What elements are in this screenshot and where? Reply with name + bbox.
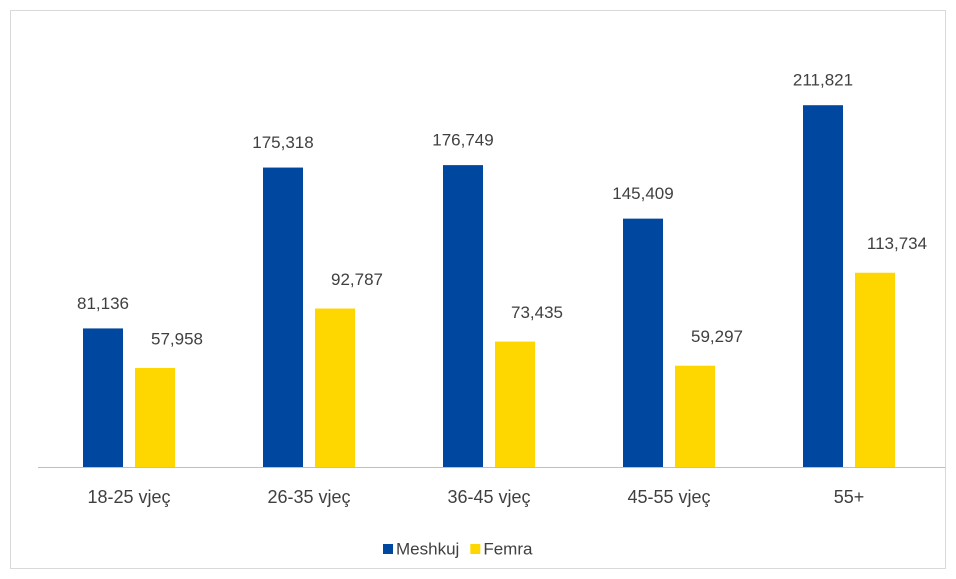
bar <box>855 272 895 467</box>
x-tick-label: 26-35 vjeç <box>267 487 350 507</box>
data-label: 145,409 <box>612 184 673 203</box>
x-tick-label: 36-45 vjeç <box>447 487 530 507</box>
bar <box>315 308 355 467</box>
bar <box>263 167 303 467</box>
x-tick-label: 45-55 vjeç <box>627 487 710 507</box>
data-label: 176,749 <box>432 131 493 150</box>
data-label: 57,958 <box>151 329 203 348</box>
legend-swatch <box>470 544 481 554</box>
bar <box>803 105 843 468</box>
data-label: 81,136 <box>77 294 129 313</box>
bar <box>623 218 663 467</box>
x-tick-label: 55+ <box>834 487 865 507</box>
data-label: 59,297 <box>691 327 743 346</box>
bar <box>443 165 483 467</box>
legend-label: Meshkuj <box>396 539 459 558</box>
bar <box>135 368 175 467</box>
bar <box>675 365 715 467</box>
data-label: 211,821 <box>793 71 853 90</box>
x-tick-label: 18-25 vjeç <box>87 487 170 507</box>
legend-label: Femra <box>483 539 533 558</box>
legend-swatch <box>383 544 393 554</box>
data-label: 73,435 <box>511 303 563 322</box>
data-label: 113,734 <box>867 234 927 253</box>
bar <box>495 341 535 467</box>
data-label: 175,318 <box>252 133 313 152</box>
data-label: 92,787 <box>331 270 383 289</box>
bar <box>83 328 123 467</box>
